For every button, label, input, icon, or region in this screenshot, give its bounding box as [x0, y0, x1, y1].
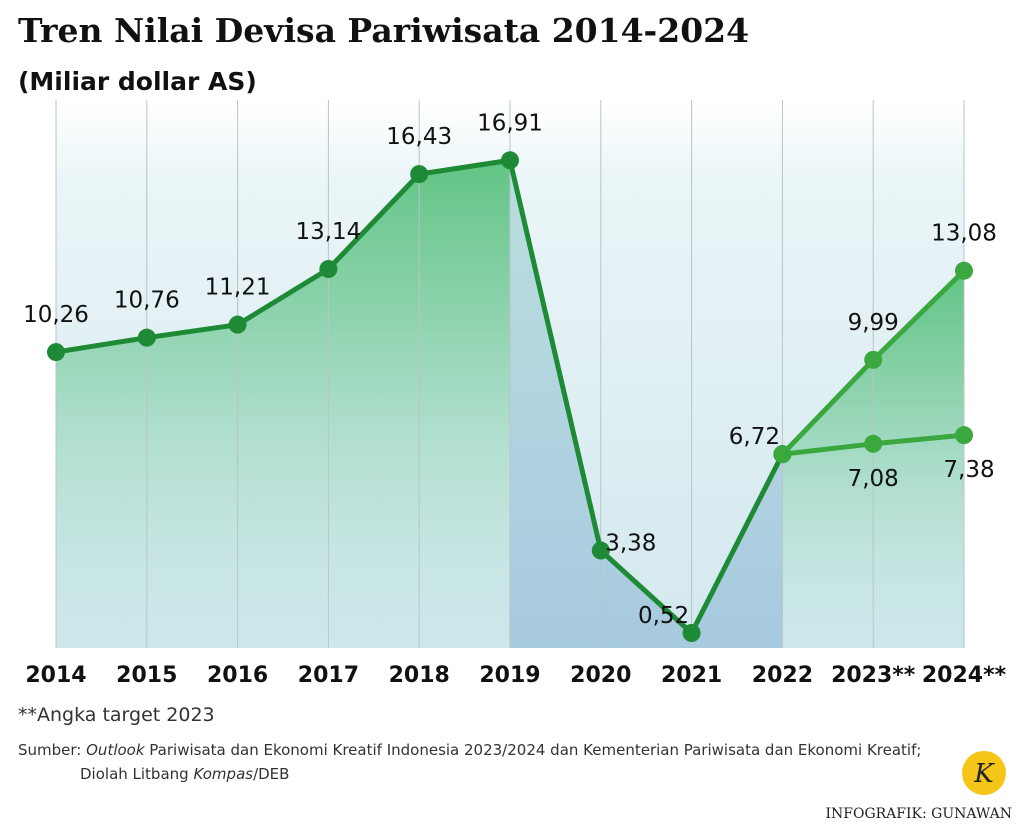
point — [228, 315, 247, 334]
data-label: 16,43 — [386, 124, 452, 150]
source-part: Pariwisata dan Ekonomi Kreatif Indonesia… — [145, 741, 922, 759]
data-label: 3,38 — [605, 531, 656, 557]
note: **Angka target 2023 — [18, 704, 215, 726]
logo-badge — [962, 751, 1006, 795]
point — [137, 328, 156, 347]
point — [864, 350, 883, 369]
data-label: 10,26 — [23, 302, 89, 328]
x-tick-label: 2015 — [116, 663, 177, 688]
x-tick-label: 2018 — [389, 663, 450, 688]
data-label: 0,52 — [638, 603, 689, 629]
source-part: Sumber: — [18, 741, 86, 759]
chart-subtitle: (Miliar dollar AS) — [18, 67, 257, 96]
data-label: 7,08 — [848, 466, 899, 492]
point — [410, 165, 429, 184]
data-label: 13,08 — [931, 221, 997, 247]
source-part: Diolah Litbang — [80, 765, 193, 783]
data-label: 10,76 — [114, 288, 180, 314]
x-tick-label: 2019 — [479, 663, 540, 688]
data-label: 11,21 — [205, 275, 271, 301]
point — [47, 343, 65, 362]
point — [501, 151, 519, 170]
data-label: 9,99 — [848, 310, 899, 336]
area-dip — [510, 160, 783, 648]
x-tick-label: 2024** — [922, 663, 1007, 688]
point — [319, 260, 338, 279]
logo: K — [973, 759, 995, 789]
source-part: Kompas — [193, 765, 253, 783]
x-tick-label: 2017 — [298, 663, 359, 688]
x-tick-label: 2020 — [570, 663, 631, 688]
source-part: Outlook — [86, 741, 146, 759]
x-tick-label: 2014 — [25, 663, 86, 688]
x-tick-label: 2022 — [752, 663, 813, 688]
source: Sumber: Outlook Pariwisata dan Ekonomi K… — [18, 741, 926, 783]
chart-title: Tren Nilai Devisa Pariwisata 2014-2024 — [18, 11, 749, 50]
data-label: 7,38 — [943, 457, 994, 483]
x-tick-label: 2021 — [661, 663, 722, 688]
point — [591, 541, 610, 560]
data-label: 6,72 — [729, 424, 780, 450]
x-tick-label: 2016 — [207, 663, 268, 688]
data-label: 16,91 — [477, 110, 543, 136]
point — [955, 261, 973, 280]
point — [773, 445, 792, 464]
point — [955, 426, 973, 445]
x-tick-label: 2023** — [831, 663, 916, 688]
credit: INFOGRAFIK: GUNAWAN — [825, 806, 1012, 822]
point — [682, 624, 701, 643]
point — [864, 434, 883, 453]
source-part: /DEB — [253, 765, 289, 783]
data-label: 13,14 — [295, 219, 361, 245]
